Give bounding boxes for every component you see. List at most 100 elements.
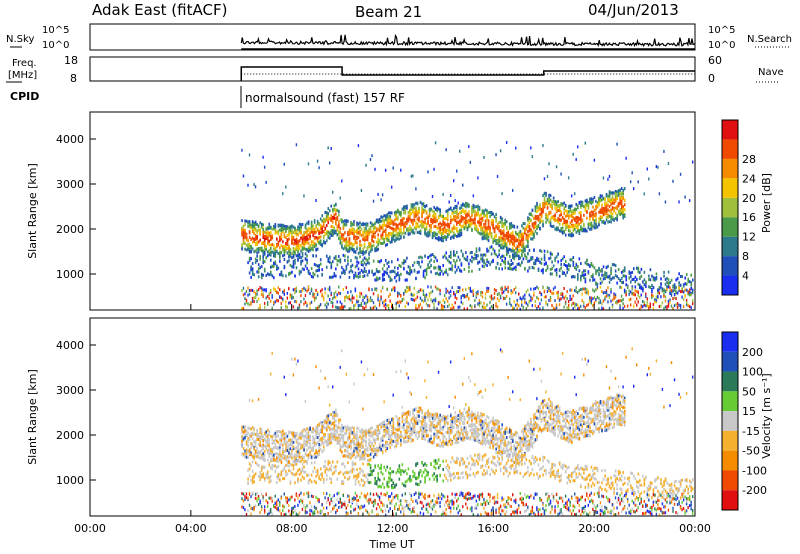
power-point (492, 258, 494, 262)
power-point (690, 273, 693, 277)
velocity-point (256, 491, 258, 495)
power-point (598, 217, 600, 221)
power-point (285, 235, 287, 239)
power-point (248, 220, 251, 224)
power-point (307, 285, 310, 289)
power-point (492, 240, 494, 244)
power-point (304, 288, 307, 292)
power-point (543, 256, 546, 260)
power-point (636, 289, 638, 293)
power-point (368, 256, 370, 260)
power-point (564, 264, 567, 268)
power-point (522, 305, 524, 309)
power-point (357, 251, 360, 255)
power-point (584, 306, 586, 310)
power-point (294, 226, 296, 230)
power-point (446, 209, 449, 213)
power-point (688, 280, 691, 284)
power-point (406, 221, 408, 225)
power-point (410, 212, 413, 216)
power-point (404, 205, 407, 209)
power-point (679, 304, 682, 308)
power-point (631, 278, 634, 282)
power-point (425, 270, 428, 274)
power-point (316, 293, 319, 297)
power-point (413, 261, 416, 265)
power-point (490, 235, 493, 239)
power-point (269, 270, 272, 274)
power-point (357, 303, 360, 307)
power-point (448, 200, 450, 204)
colorbar-segment (722, 158, 738, 179)
power-point (462, 217, 464, 221)
power-point (620, 280, 623, 284)
power-point (569, 209, 572, 213)
power-point (315, 269, 317, 273)
power-point (551, 272, 553, 276)
power-point (292, 288, 295, 292)
power-point (280, 223, 283, 227)
power-point (378, 226, 381, 230)
power-point (434, 297, 437, 301)
power-point (415, 201, 417, 205)
velocity-point (256, 438, 258, 442)
power-point (572, 216, 575, 220)
power-point (655, 165, 658, 169)
power-point (271, 274, 274, 278)
power-point (321, 227, 324, 231)
velocity-point (256, 496, 258, 500)
power-point (398, 210, 401, 214)
power-point (342, 227, 345, 231)
power-point (436, 237, 438, 241)
power-point (286, 260, 289, 264)
velocity-point (245, 455, 248, 459)
power-point (280, 237, 283, 241)
power-point (381, 215, 384, 219)
power-point (322, 298, 325, 302)
power-point (448, 223, 451, 227)
power-point (347, 219, 349, 223)
power-point (294, 299, 296, 303)
power-point (424, 294, 426, 298)
power-point (294, 247, 296, 251)
power-point (602, 273, 605, 277)
velocity-point (254, 472, 257, 476)
nsearch-label: N.Search (747, 34, 792, 45)
power-point (448, 231, 451, 235)
power-point (309, 246, 311, 250)
power-point (260, 222, 263, 226)
power-point (678, 286, 680, 290)
power-point (484, 233, 487, 237)
power-point (390, 219, 393, 223)
power-point (375, 219, 378, 223)
power-point (387, 222, 390, 226)
power-point (604, 210, 606, 214)
power-point (321, 288, 323, 292)
power-point (333, 208, 336, 212)
power-point (369, 226, 372, 230)
colorbar-segment (722, 217, 738, 237)
power-point (344, 258, 346, 262)
power-point (611, 195, 614, 199)
power-point (474, 256, 476, 260)
power-point (601, 220, 603, 224)
power-point (567, 210, 570, 214)
power-point (580, 276, 582, 280)
power-point (459, 231, 461, 235)
power-point (525, 255, 528, 259)
power-point (614, 264, 617, 268)
velocity-point (263, 431, 266, 435)
power-point (604, 206, 606, 210)
power-point (430, 229, 432, 233)
power-point (462, 225, 464, 229)
power-point (301, 251, 304, 255)
power-point (259, 248, 261, 252)
power-point (332, 260, 334, 264)
power-point (519, 243, 522, 247)
velocity-point (271, 463, 274, 467)
power-point (371, 236, 373, 240)
power-point (605, 271, 608, 275)
velocity-point (248, 438, 251, 442)
power-point (480, 217, 482, 221)
power-point (339, 300, 341, 304)
